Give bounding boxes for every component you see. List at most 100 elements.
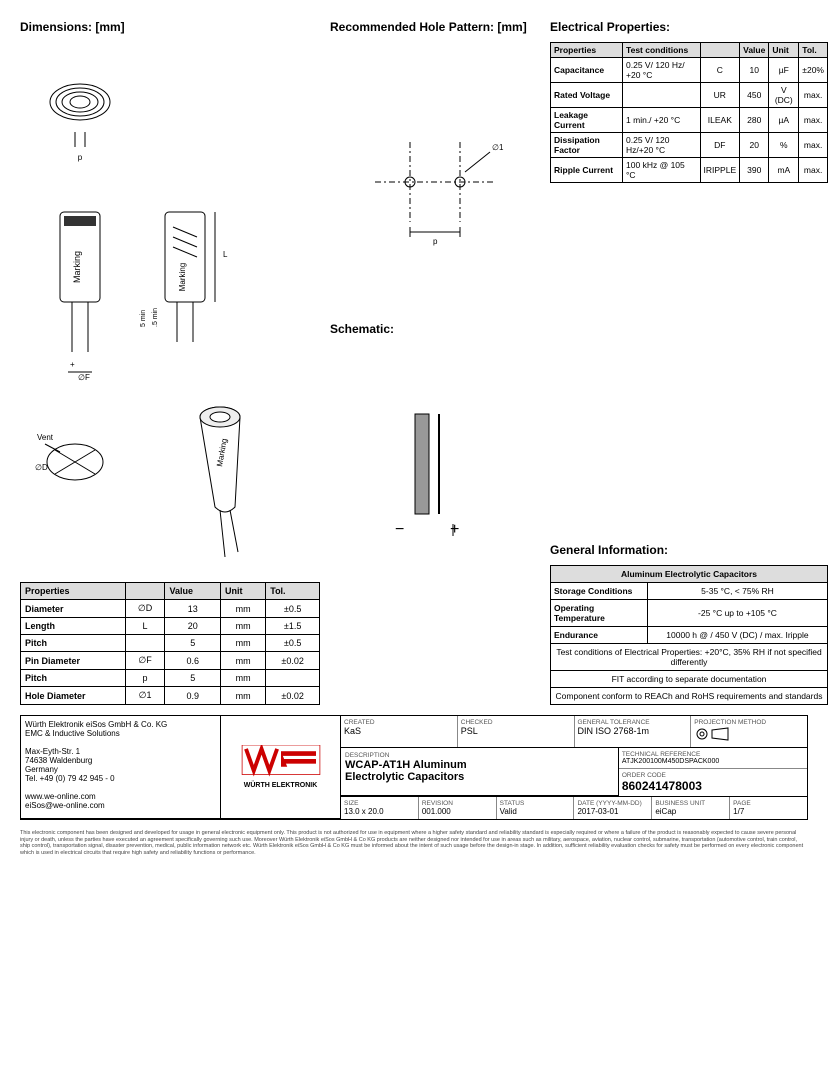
table-row: Rated VoltageUR450V (DC)max.: [551, 83, 828, 108]
bu-value: eiCap: [655, 807, 726, 816]
rev-label: REVISION: [422, 800, 493, 807]
company-div: EMC & Inductive Solutions: [25, 729, 216, 738]
ep-header: Tol.: [799, 43, 828, 58]
company-name: Würth Elektronik eiSos GmbH & Co. KG: [25, 720, 216, 729]
svg-text:+: +: [450, 521, 459, 538]
table-row: Leakage Current1 min./ +20 °CILEAK280µAm…: [551, 108, 828, 133]
left-column: Dimensions: [mm] p Marking + ∅F: [20, 20, 320, 705]
table-row: Dissipation Factor0.25 V/ 120 Hz/+20 °CD…: [551, 133, 828, 158]
table-row: Storage Conditions5-35 °C, < 75% RH: [551, 583, 828, 600]
size-value: 13.0 x 20.0: [344, 807, 415, 816]
svg-text:+: +: [70, 360, 75, 369]
tolerance-label: GENERAL TOLERANCE: [578, 719, 688, 726]
date-value: 2017-03-01: [577, 807, 648, 816]
svg-text:Marking: Marking: [178, 263, 187, 291]
svg-text:L: L: [223, 250, 228, 259]
svg-text:Vent: Vent: [37, 433, 54, 442]
dim-header: Value: [165, 583, 221, 600]
hole-svg: ∅1 p: [355, 112, 515, 252]
table-row: Pitch5mm±0.5: [21, 635, 320, 652]
table-row: Pin Diameter∅F0.6mm±0.02: [21, 652, 320, 670]
rev-value: 001.000: [422, 807, 493, 816]
created-label: CREATED: [344, 719, 454, 726]
status-label: STATUS: [500, 800, 571, 807]
company-addr1: Max-Eyth-Str. 1: [25, 747, 216, 756]
desc-line1: WCAP-AT1H Aluminum: [345, 759, 614, 771]
svg-text:p: p: [433, 237, 438, 246]
electrical-properties-table: PropertiesTest conditions ValueUnitTol. C…: [550, 42, 828, 183]
techref-label: TECHNICAL REFERENCE: [622, 751, 804, 758]
logo-area: WÜRTH ELEKTRONIK: [221, 716, 341, 819]
svg-text:5 min: 5 min: [140, 310, 147, 327]
disclaimer-text: This electronic component has been desig…: [20, 830, 808, 856]
general-info-table: Aluminum Electrolytic Capacitors Storage…: [550, 565, 828, 705]
right-column: Electrical Properties: PropertiesTest co…: [550, 20, 828, 705]
company-email: eiSos@we-online.com: [25, 801, 216, 810]
hole-pattern-diagram: ∅1 p: [330, 42, 540, 322]
svg-text:∅1: ∅1: [492, 143, 504, 152]
page-label: PAGE: [733, 800, 804, 807]
title-block: Würth Elektronik eiSos GmbH & Co. KG EMC…: [20, 715, 808, 820]
desc-line2: Electrolytic Capacitors: [345, 771, 614, 783]
schematic-heading: Schematic:: [330, 322, 540, 336]
dim-header: Tol.: [266, 583, 320, 600]
ep-header: Test conditions: [623, 43, 700, 58]
gi-title: Aluminum Electrolytic Capacitors: [551, 566, 828, 583]
page-value: 1/7: [733, 807, 804, 816]
table-row: Hole Diameter∅10.9mm±0.02: [21, 687, 320, 705]
status-value: Valid: [500, 807, 571, 816]
electrical-heading: Electrical Properties:: [550, 20, 828, 34]
checked-value: PSL: [461, 726, 571, 736]
svg-text:∅D: ∅D: [35, 463, 48, 472]
desc-label: DESCRIPTION: [345, 752, 614, 759]
table-row: Component conform to REACh and RoHS requ…: [551, 688, 828, 705]
dim-header: Properties: [21, 583, 126, 600]
main-layout: Dimensions: [mm] p Marking + ∅F: [20, 20, 808, 705]
projection-label: PROJECTION METHOD: [694, 719, 804, 726]
table-row: Pitchp5mm: [21, 670, 320, 687]
schematic-diagram: − +: [330, 344, 540, 604]
created-value: KaS: [344, 726, 454, 736]
datasheet-page: Dimensions: [mm] p Marking + ∅F: [0, 0, 828, 876]
ep-header: [700, 43, 740, 58]
hole-heading: Recommended Hole Pattern: [mm]: [330, 20, 540, 34]
techref-value: ATJK200100M450DSPACK000: [622, 758, 804, 765]
dimensions-table: Properties ValueUnitTol. Diameter∅D13mm±0…: [20, 582, 320, 705]
dimensions-svg: p Marking + ∅F Marking L: [20, 42, 320, 582]
wurth-logo-icon: [241, 745, 321, 780]
table-row: LengthL20mm±1.5: [21, 618, 320, 635]
table-row: Diameter∅D13mm±0.5: [21, 600, 320, 618]
schematic-svg: − +: [375, 404, 495, 544]
brand-text: WÜRTH ELEKTRONIK: [244, 782, 318, 789]
dimensions-diagram: p Marking + ∅F Marking L: [20, 42, 320, 582]
svg-text:−: −: [395, 521, 404, 538]
date-label: DATE (YYYY-MM-DD): [577, 800, 648, 807]
table-row: Operating Temperature-25 °C up to +105 °…: [551, 600, 828, 627]
table-row: FIT according to separate documentation: [551, 671, 828, 688]
bu-label: BUSINESS UNIT: [655, 800, 726, 807]
ep-header: Unit: [769, 43, 799, 58]
tolerance-value: DIN ISO 2768-1m: [578, 726, 688, 736]
dim-header: Unit: [221, 583, 266, 600]
ep-header: Value: [740, 43, 769, 58]
company-web: www.we-online.com: [25, 792, 216, 801]
company-tel: Tel. +49 (0) 79 42 945 - 0: [25, 774, 216, 783]
dim-header: [125, 583, 165, 600]
ep-header: Properties: [551, 43, 623, 58]
svg-text:p: p: [78, 153, 83, 162]
general-heading: General Information:: [550, 543, 828, 557]
svg-text:.5 min: .5 min: [152, 308, 159, 327]
ordercode-label: ORDER CODE: [622, 772, 804, 779]
svg-text:∅F: ∅F: [78, 373, 90, 382]
middle-column: Recommended Hole Pattern: [mm] ∅1 p Sche…: [330, 20, 540, 705]
table-row: Endurance10000 h @ / 450 V (DC) / max. I…: [551, 627, 828, 644]
svg-text:Marking: Marking: [72, 251, 82, 283]
company-addr2: 74638 Waldenburg: [25, 756, 216, 765]
table-row: Capacitance0.25 V/ 120 Hz/ +20 °CC10µF±2…: [551, 58, 828, 83]
dimensions-heading: Dimensions: [mm]: [20, 20, 320, 34]
table-row: Ripple Current100 kHz @ 105 °CIRIPPLE390…: [551, 158, 828, 183]
table-row: Test conditions of Electrical Properties…: [551, 644, 828, 671]
size-label: SIZE: [344, 800, 415, 807]
projection-icon: [694, 726, 734, 742]
company-addr3: Germany: [25, 765, 216, 774]
